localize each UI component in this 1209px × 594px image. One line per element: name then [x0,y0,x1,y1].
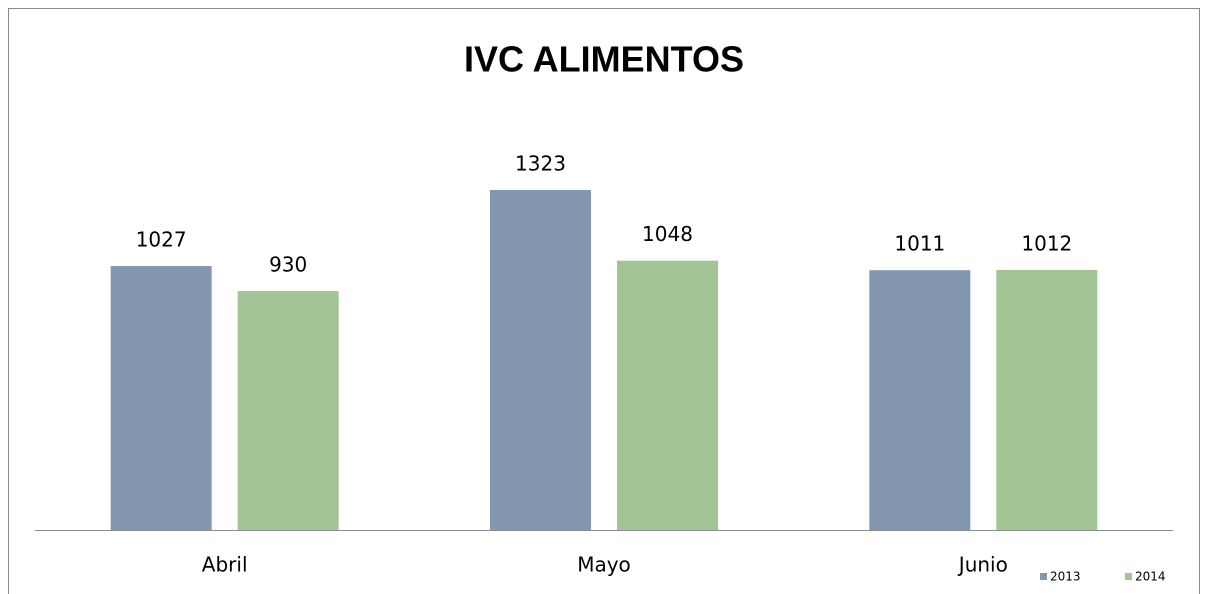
legend-swatch [1040,573,1047,580]
x-tick-label: Abril [202,553,248,577]
bar [490,190,591,530]
x-tick-label: Mayo [577,553,631,577]
data-label: 1012 [1021,231,1072,255]
legend-label: 2014 [1135,570,1166,584]
data-label: 1048 [642,222,693,246]
data-label: 930 [269,252,307,276]
bar [869,270,971,530]
bar [237,290,339,530]
legend-swatch [1125,573,1132,580]
bar [110,266,212,530]
data-label: 1323 [515,152,566,176]
legend-label: 2013 [1050,570,1081,584]
data-label: 1027 [136,228,187,252]
x-tick-label: Junio [957,553,1008,577]
data-label: 1011 [894,232,945,256]
bar [617,260,718,530]
chart-title: IVC ALIMENTOS [464,39,744,80]
bar [996,269,1098,530]
